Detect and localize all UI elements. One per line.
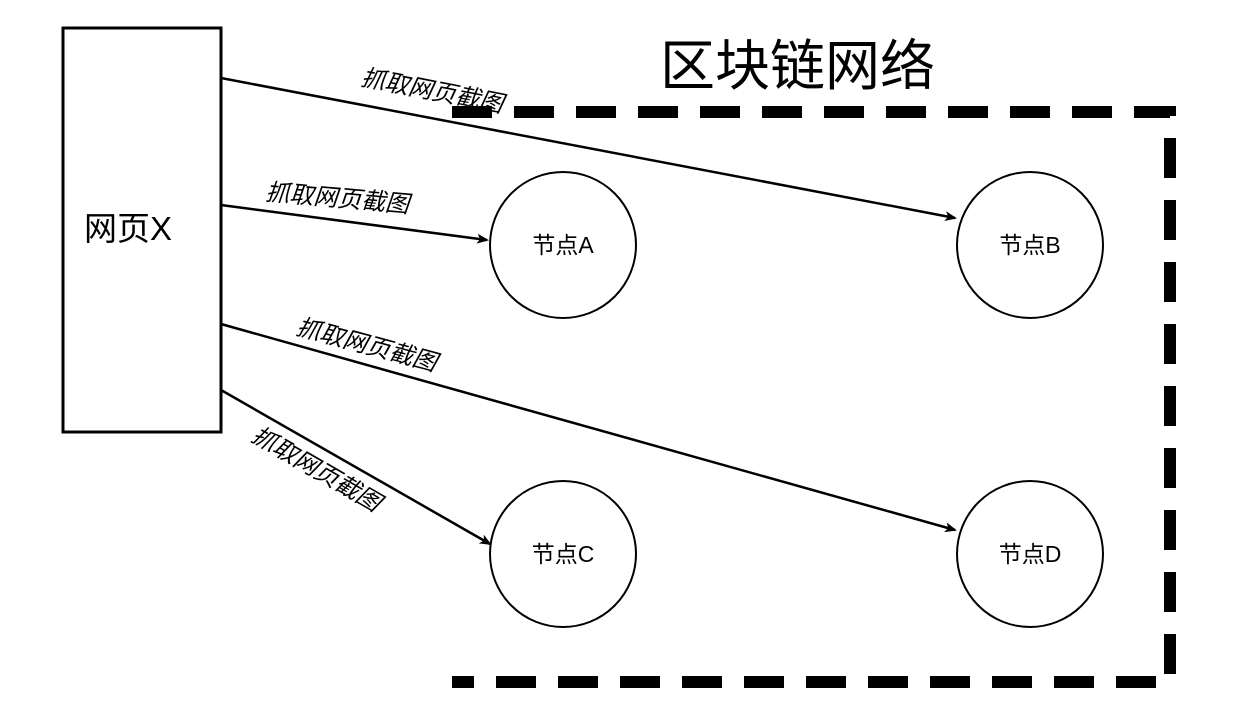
node-label: 节点D xyxy=(999,541,1062,567)
node-label: 节点A xyxy=(532,232,594,258)
diagram-canvas: 网页X 区块链网络 抓取网页截图抓取网页截图抓取网页截图抓取网页截图 节点A节点… xyxy=(0,0,1240,708)
node-label: 节点B xyxy=(999,232,1060,258)
node-label: 节点C xyxy=(532,541,595,567)
edge-line xyxy=(221,390,490,544)
source-box: 网页X xyxy=(63,28,221,432)
edge-label: 抓取网页截图 xyxy=(293,314,442,378)
nodes-group: 节点A 节点B 节点C 节点D xyxy=(490,172,1103,627)
source-label: 网页X xyxy=(84,210,172,247)
edge-label: 抓取网页截图 xyxy=(247,422,388,519)
edge-label: 抓取网页截图 xyxy=(359,64,508,119)
network-title: 区块链网络 xyxy=(660,35,935,97)
